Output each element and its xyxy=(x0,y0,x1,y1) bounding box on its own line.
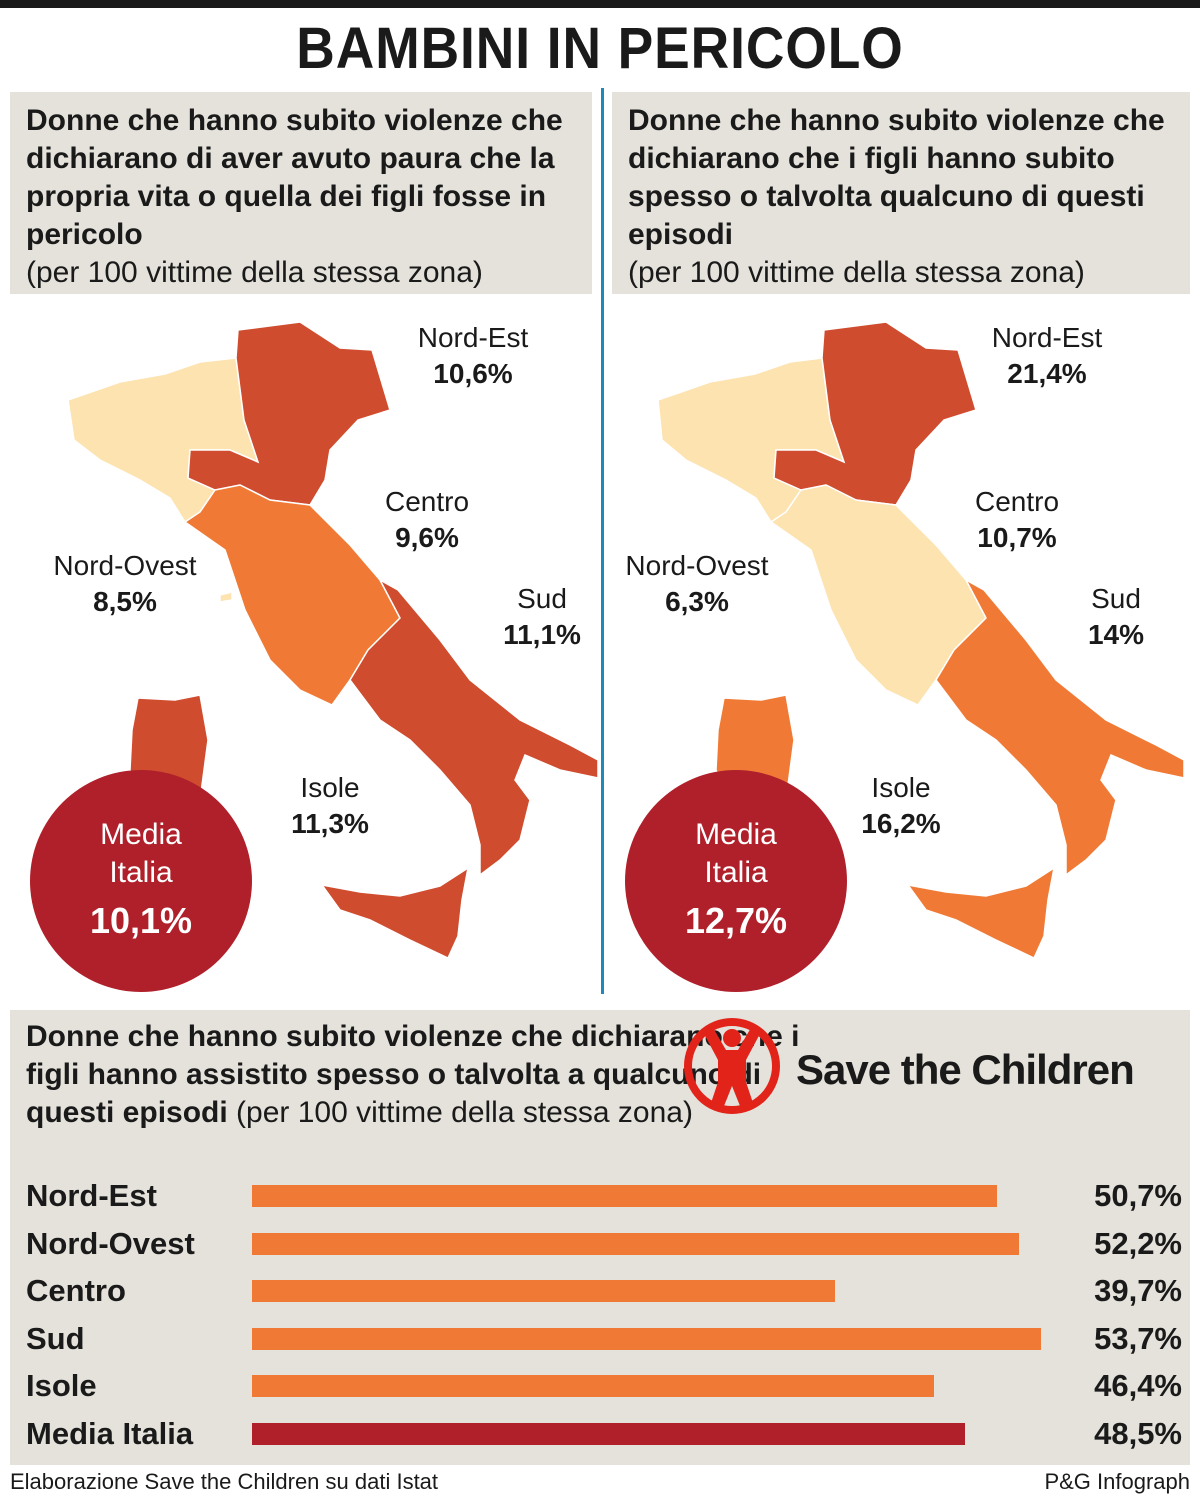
bar-value-label: 48,5% xyxy=(1094,1415,1182,1451)
label-nord-ovest-right: Nord-Ovest 6,3% xyxy=(625,550,769,617)
top-rule xyxy=(0,0,1200,8)
bar-value-label: 46,4% xyxy=(1094,1368,1182,1403)
right-panel-question: Donne che hanno subito violenze che dich… xyxy=(628,104,1165,251)
region-isole-sicilia xyxy=(906,866,1056,960)
bar-category-label: Isole xyxy=(26,1368,97,1403)
bar xyxy=(252,1422,965,1445)
bar-track xyxy=(252,1185,1060,1207)
bar-value-label: 53,7% xyxy=(1094,1320,1182,1356)
bar-row: Isole 46,4% xyxy=(10,1364,1190,1408)
media-italia-badge-left: Media Italia 10,1% xyxy=(30,770,252,992)
bar-row: Media Italia 48,5% xyxy=(10,1412,1190,1456)
bottom-panel-question: Donne che hanno subito violenze che dich… xyxy=(26,1020,800,1129)
right-panel-header: Donne che hanno subito violenze che dich… xyxy=(612,92,1190,294)
left-panel-note: (per 100 vittime della stessa zona) xyxy=(26,256,483,289)
save-the-children-logo-text: Save the Children xyxy=(796,1046,1135,1093)
left-panel-question: Donne che hanno subito violenze che dich… xyxy=(26,104,563,251)
bar-track xyxy=(252,1327,1060,1350)
right-panel-note: (per 100 vittime della stessa zona) xyxy=(628,256,1085,289)
map-right xyxy=(657,321,1185,960)
credit-note: P&G Infograph xyxy=(1044,1469,1190,1494)
bar-track xyxy=(252,1422,1060,1445)
bar-track xyxy=(252,1280,1060,1302)
label-centro-right: Centro 10,7% xyxy=(974,486,1060,553)
bar xyxy=(252,1280,836,1302)
bar xyxy=(252,1327,1041,1350)
bar-value-label: 50,7% xyxy=(1094,1178,1182,1213)
bar-track xyxy=(252,1375,1060,1397)
bar-value-label: 39,7% xyxy=(1094,1273,1182,1308)
page-title: BAMBINI IN PERICOLO xyxy=(296,16,904,81)
source-note: Elaborazione Save the Children su dati I… xyxy=(10,1469,439,1494)
label-centro-left: Centro 9,6% xyxy=(384,486,470,553)
label-nord-ovest-left: Nord-Ovest 8,5% xyxy=(53,550,197,617)
save-the-children-logo: Save the Children xyxy=(682,1016,1182,1114)
region-sud xyxy=(349,578,599,877)
region-isola-piccola xyxy=(219,591,233,603)
bar-value-label: 52,2% xyxy=(1094,1225,1182,1261)
label-isole-left: Isole 11,3% xyxy=(291,772,369,839)
left-panel-header: Donne che hanno subito violenze che dich… xyxy=(10,92,592,294)
bar-category-label: Sud xyxy=(26,1320,85,1356)
bar-category-label: Nord-Ovest xyxy=(26,1225,195,1261)
media-italia-badge-right: Media Italia 12,7% xyxy=(625,770,847,992)
bar-row: Nord-Est 50,7% xyxy=(10,1174,1190,1218)
label-isole-right: Isole 16,2% xyxy=(861,772,941,839)
bar xyxy=(252,1185,997,1207)
bar xyxy=(252,1232,1019,1255)
label-nord-est-right: Nord-Est 21,4% xyxy=(991,322,1103,389)
bar-category-label: Centro xyxy=(26,1273,126,1308)
label-nord-est-left: Nord-Est 10,6% xyxy=(417,322,529,389)
bar-track xyxy=(252,1232,1060,1255)
label-sud-left: Sud 11,1% xyxy=(503,583,581,650)
bottom-panel-note: (per 100 vittime della stessa zona) xyxy=(236,1096,693,1129)
save-the-children-logo-icon xyxy=(684,1018,780,1114)
bar xyxy=(252,1375,934,1397)
bar-row: Sud 53,7% xyxy=(10,1317,1190,1361)
bar-row: Centro 39,7% xyxy=(10,1269,1190,1313)
label-sud-right: Sud 14% xyxy=(1087,583,1145,650)
region-sud xyxy=(935,578,1185,877)
panel-divider xyxy=(601,88,604,994)
region-isole-sicilia xyxy=(320,866,470,960)
bar-category-label: Nord-Est xyxy=(26,1178,157,1213)
bar-row: Nord-Ovest 52,2% xyxy=(10,1222,1190,1266)
bottom-panel: Donne che hanno subito violenze che dich… xyxy=(10,1010,1190,1465)
bar-category-label: Media Italia xyxy=(26,1415,194,1451)
